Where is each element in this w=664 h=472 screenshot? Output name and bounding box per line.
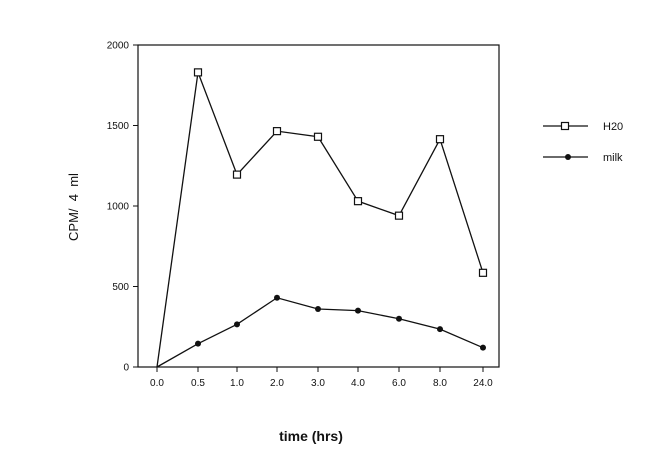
data-point-circle [355,307,361,314]
y-tick-label: 1000 [107,202,130,213]
x-tick-label: 4.0 [351,378,365,389]
y-tick-label: 2000 [107,41,130,52]
legend-marker-square [560,121,570,131]
legend: H20 milk [543,121,623,164]
x-tick-label: 6.0 [392,378,406,389]
x-tick-label: 8.0 [433,378,447,389]
x-tick-label: 0.0 [150,378,164,389]
data-point-circle [480,344,486,351]
data-point-circle [396,315,402,322]
data-point-square [232,170,242,179]
y-axis: 0 500 1000 1500 2000 [107,41,138,374]
x-tick-label: 2.0 [270,378,284,389]
data-point-square [478,268,488,277]
data-point-circle [437,326,443,333]
data-point-square [313,132,323,141]
data-point-circle [274,294,280,301]
x-tick-label: 0.5 [191,378,205,389]
data-point-circle [315,306,321,313]
y-tick-label: 500 [112,282,129,293]
legend-marker-circle [565,154,571,160]
legend-label: H20 [603,121,623,133]
y-tick-label: 1500 [107,121,130,132]
data-point-square [394,211,404,220]
x-axis-title: time (hrs) [279,428,343,444]
series-group [156,68,488,368]
data-point-square [193,68,203,77]
x-axis: 0.0 0.5 1.0 2.0 3.0 4.0 6.0 8.0 24.0 [150,367,493,389]
data-point-square [272,127,282,136]
plot-area [137,44,500,368]
y-tick-label: 0 [123,363,129,374]
legend-label: milk [603,152,623,164]
y-axis-title: CPM/ 4 ml [66,173,81,241]
data-point-square [435,135,445,144]
data-point-circle [234,321,240,328]
plot-frame [137,44,500,368]
x-tick-label: 24.0 [473,378,493,389]
data-point-square [353,197,363,206]
data-point-circle [195,340,201,347]
x-tick-label: 3.0 [311,378,325,389]
series-line-h20 [156,72,484,368]
x-tick-label: 1.0 [230,378,244,389]
